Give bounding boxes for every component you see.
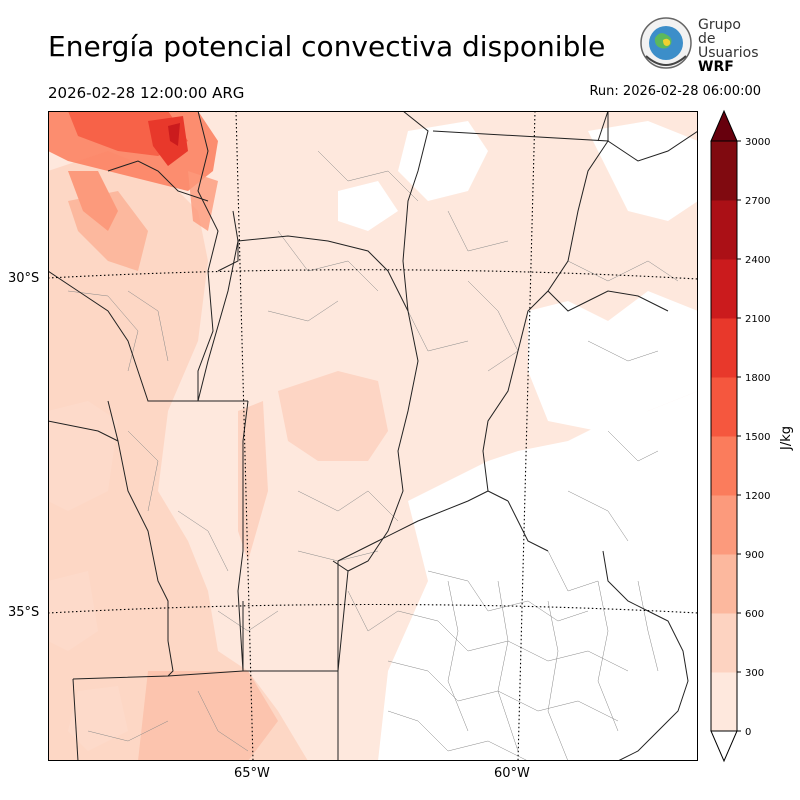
colorbar-bin bbox=[711, 141, 737, 201]
run-time: Run: 2026-02-28 06:00:00 bbox=[589, 84, 761, 99]
colorbar-bin bbox=[711, 259, 737, 319]
colorbar-tick-label: 2700 bbox=[745, 196, 770, 207]
lon-label-60w: 60°W bbox=[494, 766, 530, 781]
logo-line2: Usuarios bbox=[698, 45, 759, 61]
colorbar-tick-label: 1200 bbox=[745, 491, 770, 502]
logo-line3: WRF bbox=[698, 59, 734, 75]
colorbar: 0 300 600 900 1200 1500 1800 2100 2400 2700 3000 J… bbox=[710, 109, 794, 763]
lat-label-30s: 30°S bbox=[8, 271, 40, 286]
colorbar-tick-label: 3000 bbox=[745, 137, 770, 148]
colorbar-tick-label: 1500 bbox=[745, 432, 770, 443]
colorbar-unit: J/kg bbox=[779, 426, 794, 451]
department-boundaries bbox=[67, 150, 679, 761]
colorbar-bin bbox=[711, 377, 737, 437]
colorbar-bin bbox=[711, 318, 737, 378]
colorbar-ticks: 0 300 600 900 1200 1500 1800 2100 2400 2700 3000 bbox=[737, 137, 770, 738]
colorbar-tick-label: 600 bbox=[745, 609, 764, 620]
lat-label-35s: 35°S bbox=[8, 605, 40, 620]
colorbar-bins bbox=[710, 109, 738, 763]
colorbar-bin bbox=[711, 554, 737, 614]
colorbar-under-arrow bbox=[710, 730, 738, 763]
wrf-logo: Grupo de Usuarios WRF bbox=[638, 16, 759, 75]
province-boundaries bbox=[48, 111, 698, 761]
logo-line1: Grupo de bbox=[698, 17, 741, 47]
colorbar-tick-label: 1800 bbox=[745, 373, 770, 384]
graticule bbox=[48, 111, 698, 761]
colorbar-tick-label: 2400 bbox=[745, 255, 770, 266]
colorbar-tick-label: 900 bbox=[745, 550, 764, 561]
colorbar-tick-label: 0 bbox=[745, 727, 751, 738]
cape-map bbox=[48, 111, 698, 761]
colorbar-bin bbox=[711, 200, 737, 260]
lon-label-65w: 65°W bbox=[234, 766, 270, 781]
colorbar-bin bbox=[711, 495, 737, 555]
colorbar-tick-label: 300 bbox=[745, 668, 764, 679]
colorbar-tick-label: 2100 bbox=[745, 314, 770, 325]
colorbar-bin bbox=[711, 613, 737, 673]
globe-icon bbox=[640, 17, 692, 69]
moderate-cape-area bbox=[48, 151, 308, 761]
colorbar-bin bbox=[711, 436, 737, 496]
valid-time: 2026-02-28 12:00:00 ARG bbox=[48, 84, 245, 102]
colorbar-over-arrow bbox=[710, 109, 738, 142]
colorbar-bin bbox=[711, 672, 737, 732]
low-cape-area bbox=[378, 391, 698, 761]
page-title: Energía potencial convectiva disponible bbox=[48, 30, 606, 63]
coastline bbox=[602, 550, 689, 761]
map-frame bbox=[48, 111, 698, 761]
